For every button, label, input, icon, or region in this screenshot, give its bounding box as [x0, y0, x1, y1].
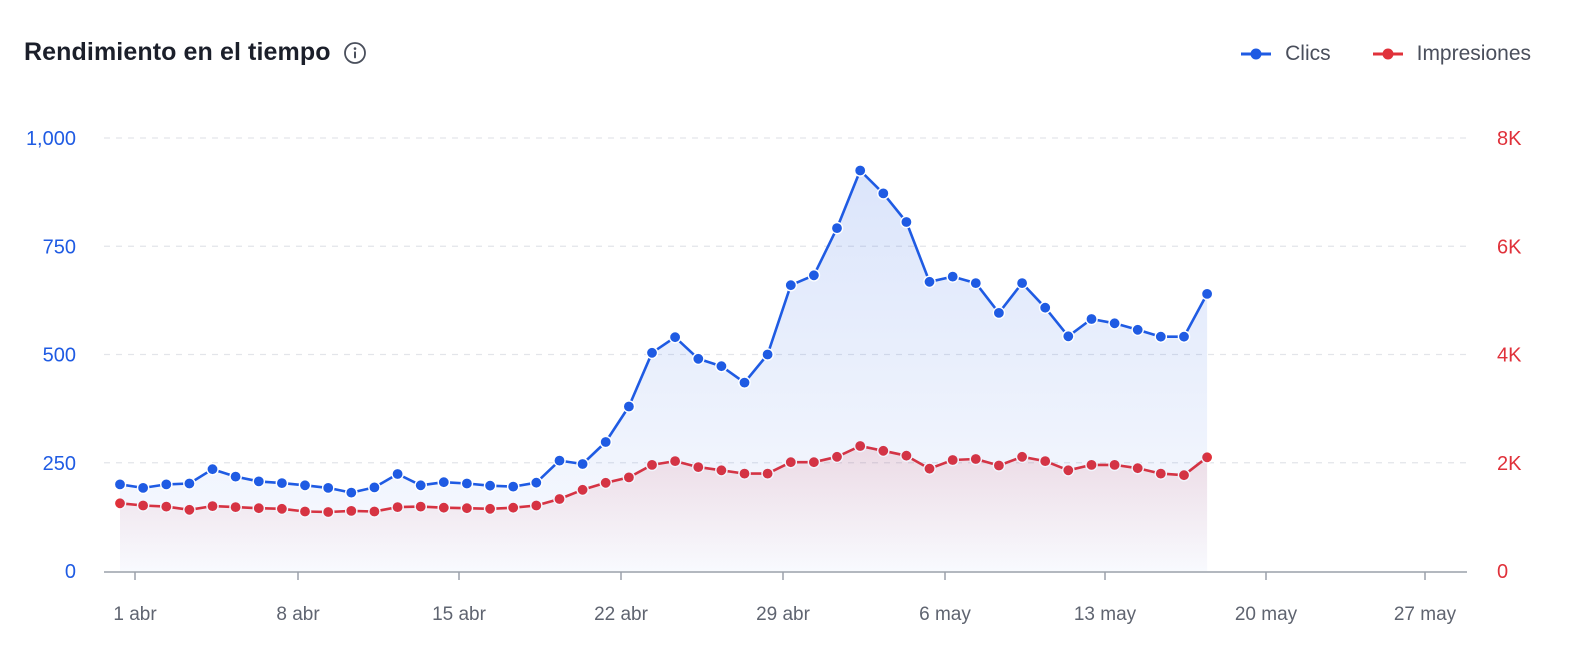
clicks-point	[853, 164, 867, 177]
clicks-point	[969, 276, 983, 290]
clicks-point	[1038, 301, 1052, 315]
y-right-tick-label: 6K	[1497, 236, 1522, 258]
y-left-tick-label: 250	[43, 453, 76, 475]
x-tick-label: 13 may	[1074, 604, 1137, 625]
clicks-point	[1062, 329, 1075, 343]
legend-impressions-label: Impresiones	[1416, 42, 1531, 65]
clicks-point	[900, 215, 913, 229]
y-left-tick-label: 0	[65, 561, 76, 583]
x-tick-label: 15 abr	[432, 604, 487, 625]
y-right-tick-label: 8K	[1497, 128, 1522, 150]
clicks-point	[1154, 330, 1168, 344]
clicks-point	[923, 275, 936, 289]
clicks-point	[136, 481, 150, 495]
clicks-point	[645, 346, 659, 360]
y-left-tick-label: 1,000	[26, 128, 76, 150]
clicks-point	[229, 470, 242, 483]
clicks-point	[275, 476, 289, 490]
x-tick-label: 20 may	[1235, 604, 1298, 625]
clicks-point	[159, 478, 173, 491]
clicks-point	[414, 478, 428, 492]
x-tick-label: 8 abr	[276, 604, 320, 625]
clicks-point	[946, 270, 960, 283]
y-right-tick-label: 4K	[1497, 345, 1522, 367]
x-tick-label: 29 abr	[756, 604, 811, 625]
clicks-point	[252, 475, 266, 488]
clicks-point	[553, 454, 566, 467]
y-left-tick-label: 750	[43, 236, 76, 258]
chart-header: Rendimiento en el tiempo	[24, 38, 367, 67]
clicks-area	[120, 170, 1208, 571]
clicks-point	[460, 477, 474, 490]
clicks-point	[1200, 287, 1214, 301]
y-left-tick-label: 500	[43, 345, 76, 367]
clicks-point	[368, 481, 381, 494]
clicks-point	[830, 221, 844, 235]
clicks-point	[506, 480, 520, 493]
legend-item-clicks[interactable]: Clics	[1241, 42, 1331, 66]
impressions-series-marker-icon	[1372, 48, 1403, 60]
clicks-point	[576, 457, 589, 471]
x-tick-label: 22 abr	[594, 604, 649, 625]
clicks-point	[206, 462, 219, 476]
clicks-point	[992, 306, 1006, 320]
clicks-point	[113, 478, 127, 491]
clicks-point	[784, 278, 798, 292]
clicks-point	[530, 476, 543, 490]
clicks-point	[298, 478, 312, 492]
clicks-point	[344, 486, 358, 499]
legend-clicks-label: Clics	[1285, 42, 1331, 65]
clicks-point	[761, 348, 774, 361]
clicks-point	[692, 352, 705, 366]
clicks-point	[183, 477, 196, 490]
legend-item-impressions[interactable]: Impresiones	[1372, 42, 1531, 66]
info-circle-icon[interactable]	[343, 41, 367, 65]
chart-title: Rendimiento en el tiempo	[24, 38, 331, 66]
clicks-point	[483, 479, 497, 493]
chart-legend: Clics Impresiones	[1241, 42, 1531, 66]
clicks-point	[1177, 330, 1191, 344]
y-right-tick-label: 2K	[1497, 453, 1522, 475]
clicks-point	[599, 435, 613, 449]
y-right-tick-label: 0	[1497, 561, 1508, 583]
clicks-point	[1108, 316, 1121, 330]
clicks-point	[1131, 323, 1144, 337]
x-tick-label: 1 abr	[113, 604, 157, 625]
clicks-point	[391, 467, 404, 481]
x-tick-label: 6 may	[919, 604, 971, 625]
clicks-point	[437, 475, 451, 489]
x-tick-label: 27 may	[1394, 604, 1457, 625]
clicks-series-marker-icon	[1241, 48, 1272, 60]
clicks-point	[807, 268, 821, 282]
clicks-point	[622, 400, 636, 413]
clicks-point	[715, 359, 728, 373]
clicks-point	[1085, 312, 1098, 326]
clicks-point	[668, 330, 682, 344]
clicks-point	[738, 376, 751, 389]
clicks-point	[1015, 276, 1029, 290]
clicks-point	[877, 187, 890, 200]
clicks-point	[321, 481, 335, 495]
